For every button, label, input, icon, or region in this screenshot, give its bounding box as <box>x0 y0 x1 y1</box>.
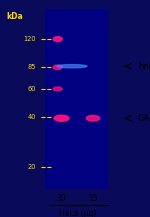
Text: 30: 30 <box>57 194 66 203</box>
Text: 20: 20 <box>27 164 36 170</box>
Ellipse shape <box>86 115 100 121</box>
Text: kDa: kDa <box>7 12 23 21</box>
Ellipse shape <box>54 115 69 121</box>
Ellipse shape <box>57 64 87 68</box>
Text: HeLa (μg): HeLa (μg) <box>59 209 97 217</box>
Bar <box>45 9 108 189</box>
Text: 85: 85 <box>27 64 36 70</box>
Text: GAPDH: GAPDH <box>138 114 150 123</box>
Ellipse shape <box>53 87 62 91</box>
Text: 60: 60 <box>27 86 36 92</box>
Ellipse shape <box>53 65 62 69</box>
Text: hnRNP: hnRNP <box>138 62 150 71</box>
Ellipse shape <box>53 37 62 41</box>
Text: 120: 120 <box>23 36 36 42</box>
Text: 15: 15 <box>88 194 98 203</box>
Text: 40: 40 <box>27 114 36 120</box>
